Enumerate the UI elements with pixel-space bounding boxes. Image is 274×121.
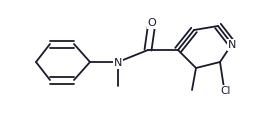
Text: N: N xyxy=(228,40,236,50)
Text: Cl: Cl xyxy=(221,86,231,96)
Text: N: N xyxy=(114,58,122,68)
Text: O: O xyxy=(148,18,156,28)
